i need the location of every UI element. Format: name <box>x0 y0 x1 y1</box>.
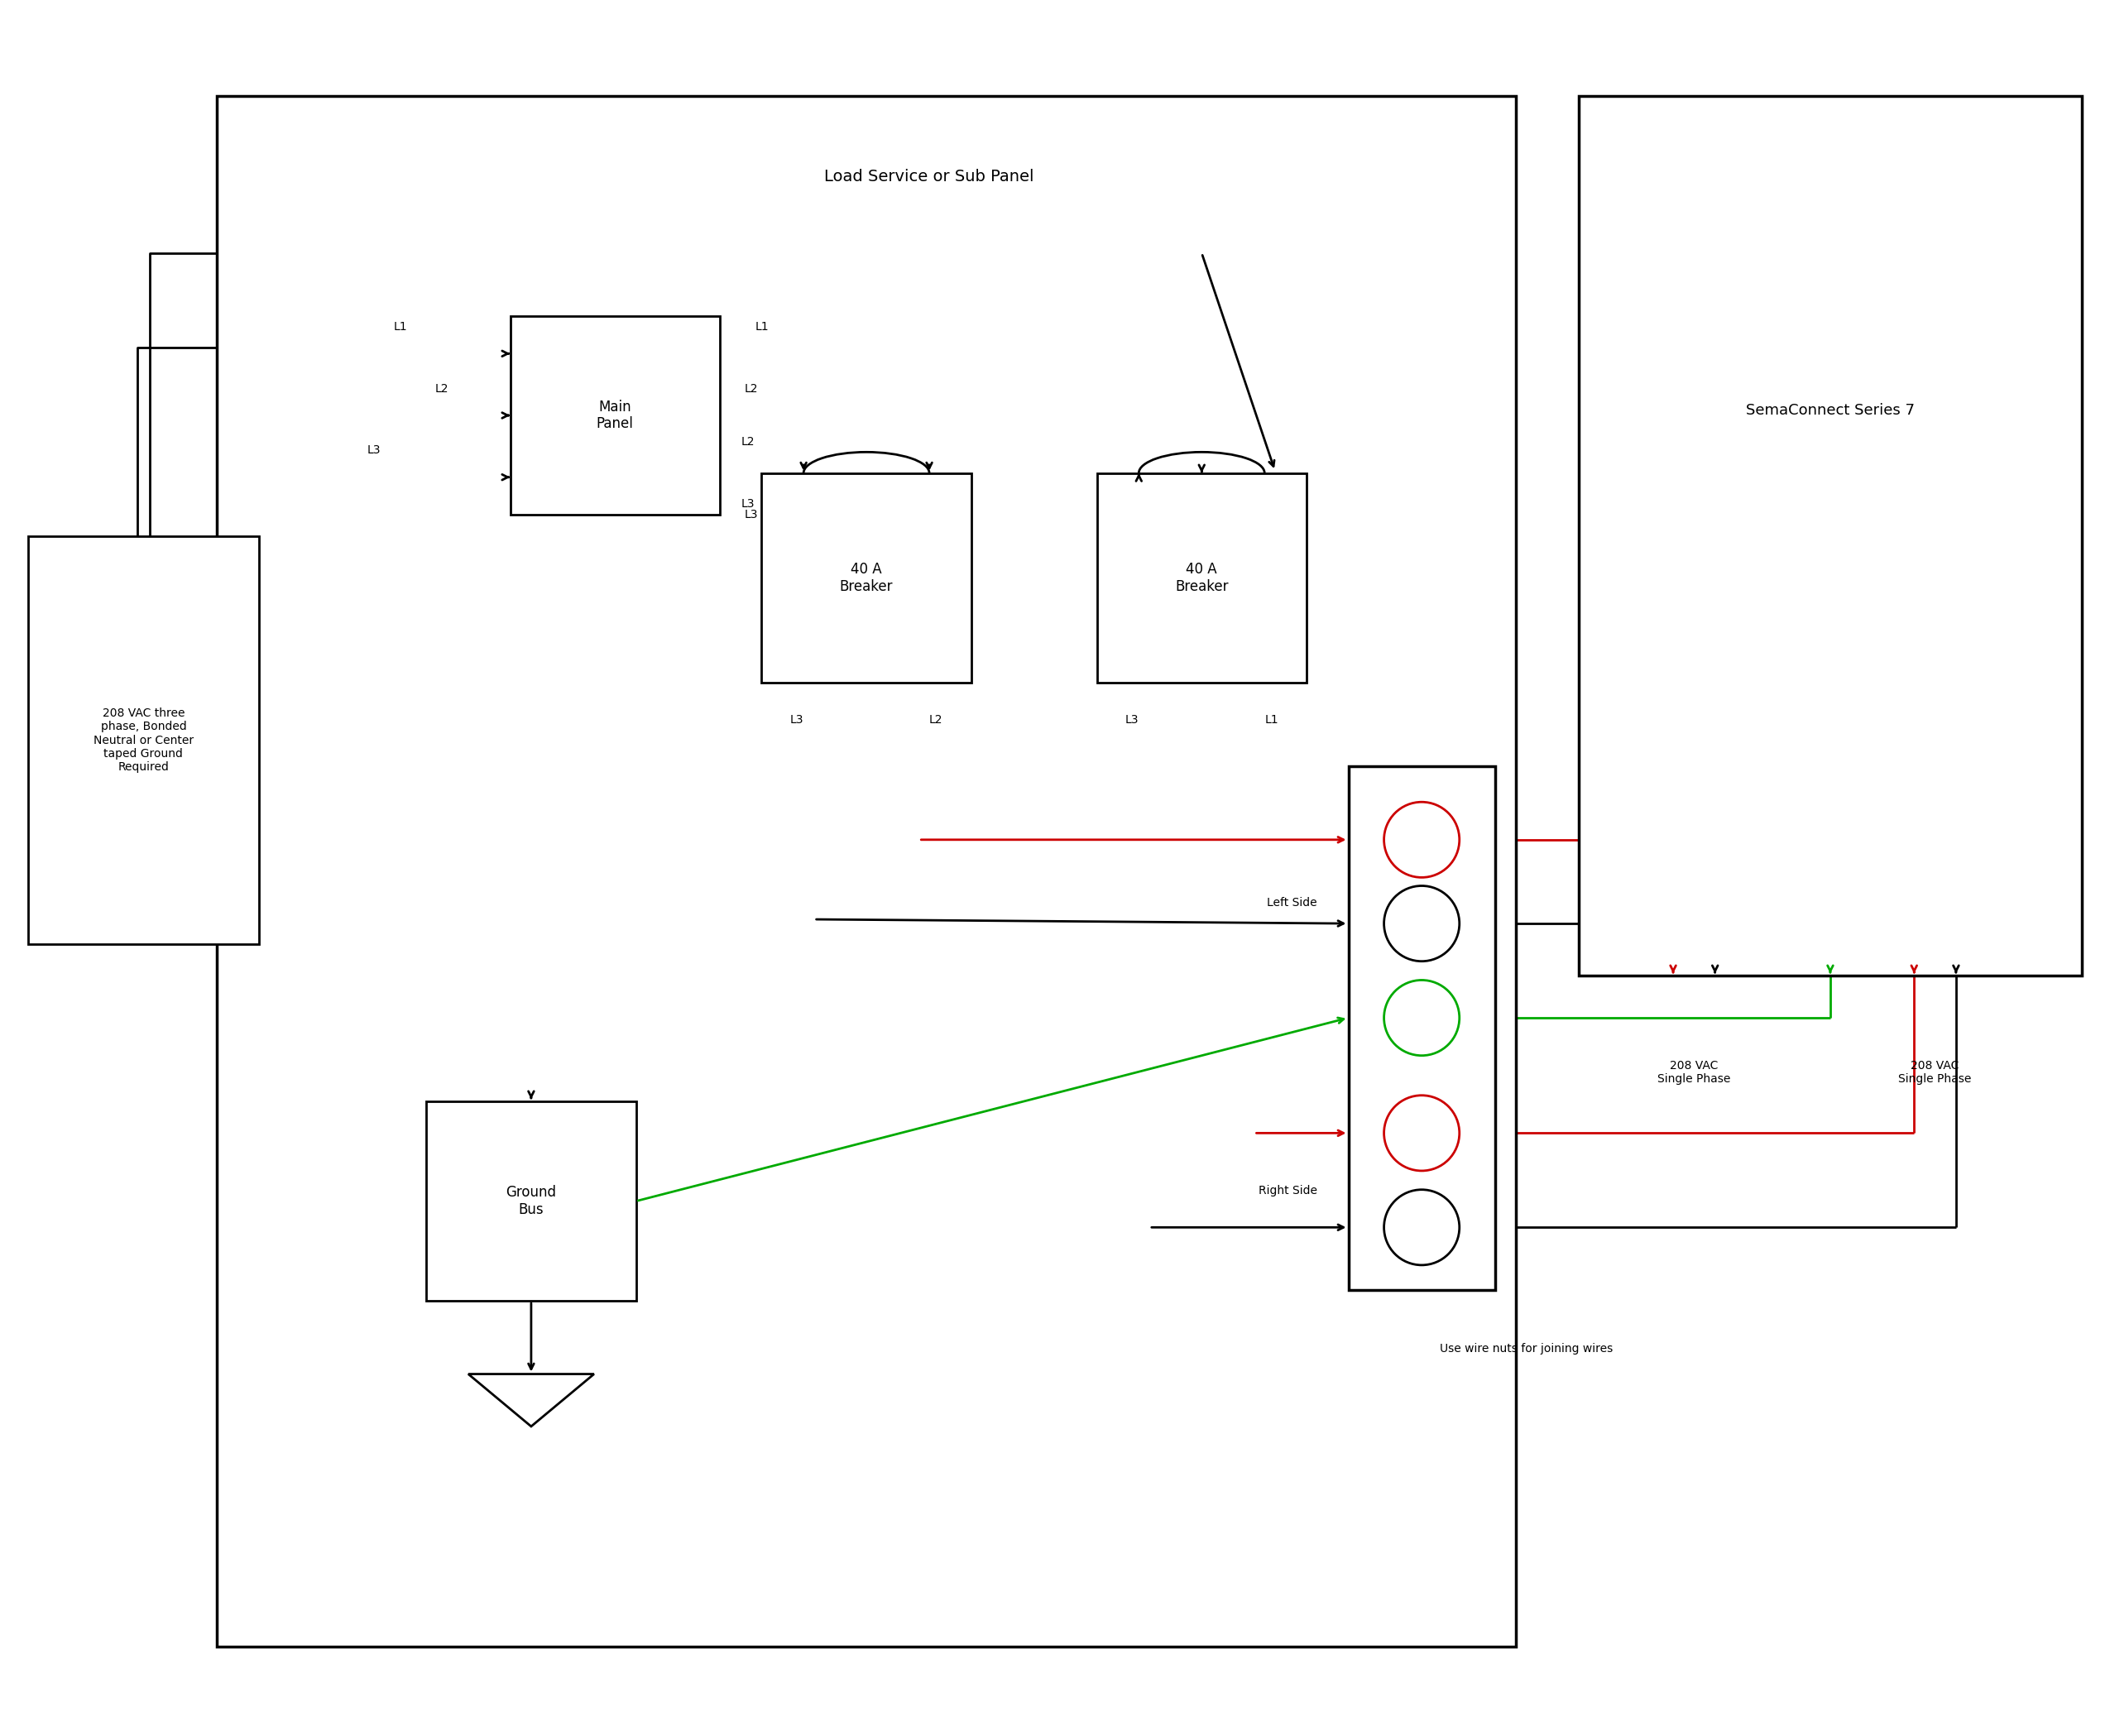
Bar <box>511 316 720 516</box>
Text: L1: L1 <box>392 321 407 333</box>
Text: L2: L2 <box>741 436 755 448</box>
Bar <box>1348 766 1496 1290</box>
Text: Main
Panel: Main Panel <box>597 399 633 432</box>
Text: L1: L1 <box>755 321 768 333</box>
Text: 40 A
Breaker: 40 A Breaker <box>1175 562 1228 594</box>
Text: 208 VAC
Single Phase: 208 VAC Single Phase <box>1899 1059 1971 1085</box>
Text: SemaConnect Series 7: SemaConnect Series 7 <box>1745 403 1914 418</box>
Text: Load Service or Sub Panel: Load Service or Sub Panel <box>825 168 1034 186</box>
Bar <box>1097 472 1306 682</box>
Bar <box>27 536 260 944</box>
Text: L2: L2 <box>435 384 449 394</box>
Text: 208 VAC
Single Phase: 208 VAC Single Phase <box>1658 1059 1730 1085</box>
Bar <box>217 95 1515 1646</box>
Bar <box>426 1102 635 1300</box>
Text: 40 A
Breaker: 40 A Breaker <box>840 562 893 594</box>
Text: L3: L3 <box>741 498 755 510</box>
Text: L3: L3 <box>1125 713 1139 726</box>
Text: L3: L3 <box>367 444 380 457</box>
Text: Ground
Bus: Ground Bus <box>506 1186 557 1217</box>
Text: L2: L2 <box>928 713 943 726</box>
Text: 208 VAC three
phase, Bonded
Neutral or Center
taped Ground
Required: 208 VAC three phase, Bonded Neutral or C… <box>93 708 194 773</box>
Text: Left Side: Left Side <box>1266 898 1317 908</box>
Text: L3: L3 <box>745 509 757 521</box>
Bar <box>1578 95 2083 976</box>
Text: L2: L2 <box>745 384 757 394</box>
Text: L3: L3 <box>789 713 804 726</box>
Bar <box>762 472 971 682</box>
Text: Right Side: Right Side <box>1258 1186 1317 1196</box>
Text: Use wire nuts for joining wires: Use wire nuts for joining wires <box>1439 1342 1612 1354</box>
Text: L1: L1 <box>1264 713 1279 726</box>
